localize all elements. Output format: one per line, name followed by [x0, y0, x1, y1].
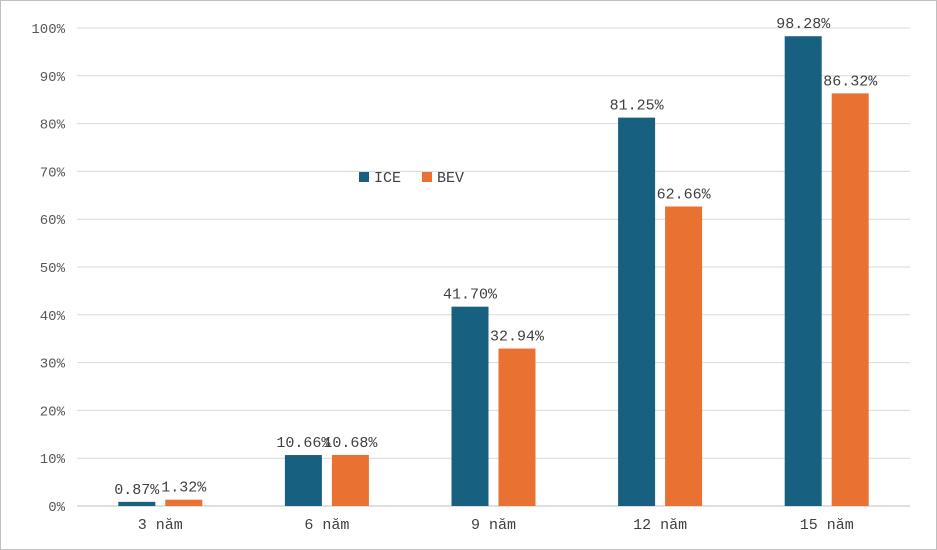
data-label-ice: 41.70%: [443, 287, 498, 304]
bar-ice: [451, 306, 489, 506]
data-label-bev: 32.94%: [490, 329, 545, 346]
bar-bev: [498, 348, 536, 506]
y-tick-label: 10%: [40, 452, 66, 468]
bar-ice: [284, 455, 322, 506]
data-label-bev: 62.66%: [657, 186, 712, 203]
bar-ice: [784, 36, 822, 507]
x-category-label: 6 năm: [304, 517, 349, 534]
y-tick-label: 80%: [40, 118, 66, 134]
y-tick-label: 60%: [40, 213, 66, 229]
data-label-bev: 86.32%: [823, 73, 878, 90]
legend-label-ice: ICE: [374, 170, 401, 187]
bar-ice: [118, 501, 156, 506]
y-axis-tick-labels: 0% 10% 20% 30% 40% 50% 60% 70% 80% 90% 100%: [31, 22, 65, 516]
bars: [118, 36, 869, 507]
legend-label-bev: BEV: [437, 170, 464, 187]
data-label-ice: 98.28%: [776, 16, 831, 33]
bar-bev: [665, 206, 703, 506]
data-label-ice: 0.87%: [114, 482, 160, 499]
x-category-label: 9 năm: [471, 517, 516, 534]
y-tick-label: 0%: [48, 500, 65, 516]
x-category-label: 3 năm: [138, 517, 183, 534]
bar-bev: [165, 499, 203, 506]
bar-bev: [831, 93, 869, 506]
data-label-ice: 81.25%: [610, 98, 665, 115]
gridlines: [77, 27, 910, 507]
legend-swatch-bev: [422, 172, 432, 182]
data-label-bev: 10.68%: [323, 435, 378, 452]
legend-swatch-ice: [359, 172, 369, 182]
bar-bev: [331, 454, 369, 506]
bar-ice: [618, 117, 656, 506]
y-tick-label: 20%: [40, 404, 66, 420]
y-tick-label: 50%: [40, 261, 66, 277]
y-tick-label: 70%: [40, 165, 66, 181]
x-category-label: 15 năm: [800, 517, 854, 534]
y-tick-label: 90%: [40, 70, 66, 86]
y-tick-label: 30%: [40, 357, 66, 373]
x-category-label: 12 năm: [633, 517, 687, 534]
data-label-bev: 1.32%: [161, 480, 207, 497]
data-labels: 0.87% 1.32% 10.66%10.68% 41.70% 32.94% 81.25%…: [114, 16, 878, 499]
data-label-ice: 10.66%: [276, 435, 331, 452]
x-axis-category-labels: 3 năm 6 năm 9 năm 12 năm 15 năm: [138, 517, 854, 534]
y-tick-label: 40%: [40, 309, 66, 325]
y-tick-label: 100%: [31, 22, 65, 38]
legend: ICE BEV: [359, 170, 464, 187]
